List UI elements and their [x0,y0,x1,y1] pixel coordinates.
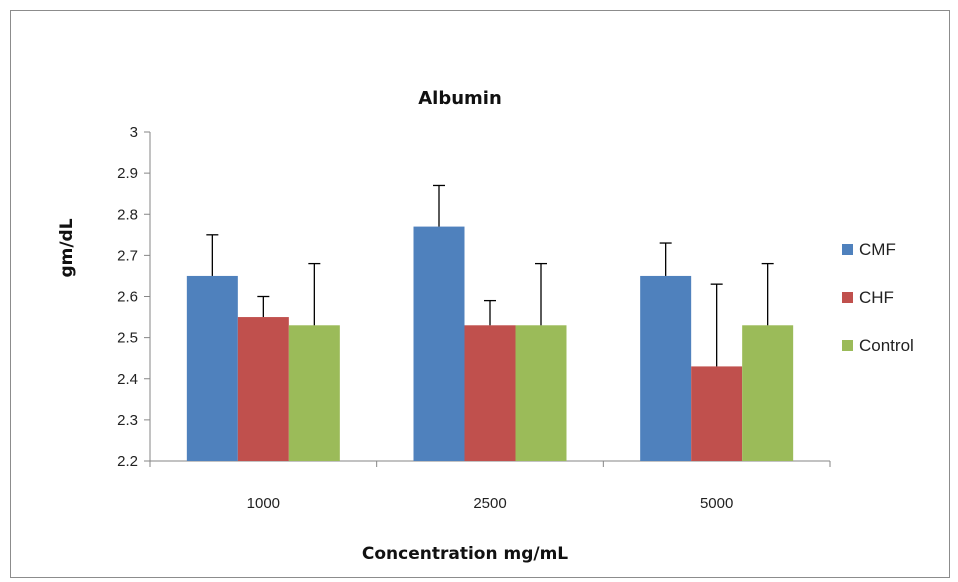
x-tick-label: 1000 [247,495,280,512]
legend-label-cmf: CMF [859,240,896,259]
y-tick-label: 2.4 [117,371,138,388]
bar-chf-5000 [691,366,743,461]
y-tick-label: 2.5 [117,330,138,347]
x-tick-label: 2500 [473,495,506,512]
bar-control-5000 [742,325,794,461]
y-tick-label: 2.6 [117,289,138,306]
y-tick-label: 3 [130,124,138,141]
x-tick-label: 5000 [700,495,733,512]
legend-label-chf: CHF [859,288,894,307]
chart-frame [10,10,950,578]
plot-area: 2.2 2.3 2.4 2.5 2.6 2.7 2.8 2.9 3 1000 2500 5000 [117,124,831,512]
chart-title: Albumin [418,88,502,109]
y-tick-label: 2.3 [117,412,138,429]
x-axis-title: Concentration mg/mL [362,544,568,564]
y-tick-label: 2.2 [117,453,138,470]
bar-cmf-1000 [186,275,238,461]
y-axis-title: gm/dL [57,218,77,277]
bar-chf-2500 [464,325,516,461]
legend-swatch-cmf [842,244,853,255]
y-tick-label: 2.8 [117,206,138,223]
legend-swatch-control [842,340,853,351]
y-tick-label: 2.9 [117,165,138,182]
legend: CMF CHF Control [842,240,914,355]
bar-control-2500 [515,325,567,461]
y-tick-label: 2.7 [117,247,138,264]
bar-cmf-2500 [413,226,465,461]
bar-chf-1000 [237,317,289,461]
legend-swatch-chf [842,292,853,303]
bar-cmf-5000 [640,275,692,461]
bar-control-1000 [288,325,340,461]
legend-label-control: Control [859,336,914,355]
